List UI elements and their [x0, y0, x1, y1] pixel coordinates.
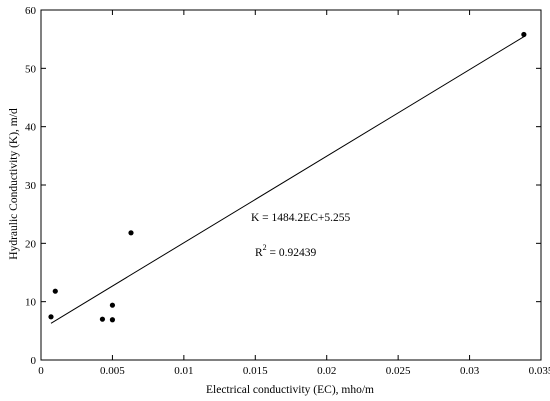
y-tick-label: 30 [25, 180, 37, 192]
r-squared-label: R2 = 0.92439 [255, 243, 317, 259]
r-squared-value: = 0.92439 [267, 247, 317, 259]
r-squared-prefix: R [255, 247, 263, 259]
x-axis-ticks: 0 0.005 0.01 0.015 0.02 0.025 0.03 0.035 [38, 10, 550, 377]
data-points [48, 31, 527, 323]
x-tick-label: 0.02 [317, 365, 336, 377]
y-tick-label: 40 [25, 122, 37, 134]
y-axis-title: Hydraulic Conductivity (K), m/d [8, 108, 20, 260]
y-axis-ticks: 0 10 20 30 40 50 60 [25, 5, 541, 367]
y-tick-label: 60 [25, 5, 37, 17]
equation-label: K = 1484.2EC+5.255 [251, 212, 350, 224]
x-tick-label: 0 [38, 365, 44, 377]
y-tick-label: 10 [25, 297, 37, 309]
x-axis-title: Electrical conductivity (EC), mho/m [206, 384, 374, 396]
x-tick-label: 0.01 [174, 365, 193, 377]
plot-border [40, 9, 542, 361]
data-point [109, 302, 116, 308]
y-tick-label: 20 [25, 238, 37, 250]
data-point [109, 317, 116, 323]
x-tick-label: 0.005 [100, 365, 125, 377]
y-tick-label: 50 [25, 63, 37, 75]
x-tick-label: 0.015 [243, 365, 268, 377]
data-point [521, 31, 527, 38]
r-squared-superscript: 2 [263, 243, 267, 252]
x-tick-label: 0.025 [386, 365, 411, 377]
plot-frame [40, 9, 542, 361]
trendline-group [50, 36, 525, 324]
data-point [99, 316, 106, 322]
x-tick-label: 0.03 [460, 365, 480, 377]
x-tick-label: 0.035 [529, 365, 550, 377]
y-tick-label: 0 [31, 355, 37, 367]
data-point [52, 288, 58, 294]
data-point [48, 314, 54, 320]
data-point [128, 230, 134, 236]
trendline [50, 36, 525, 324]
